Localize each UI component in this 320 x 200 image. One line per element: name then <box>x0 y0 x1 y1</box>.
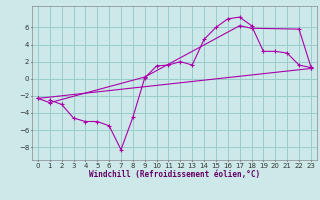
X-axis label: Windchill (Refroidissement éolien,°C): Windchill (Refroidissement éolien,°C) <box>89 170 260 179</box>
